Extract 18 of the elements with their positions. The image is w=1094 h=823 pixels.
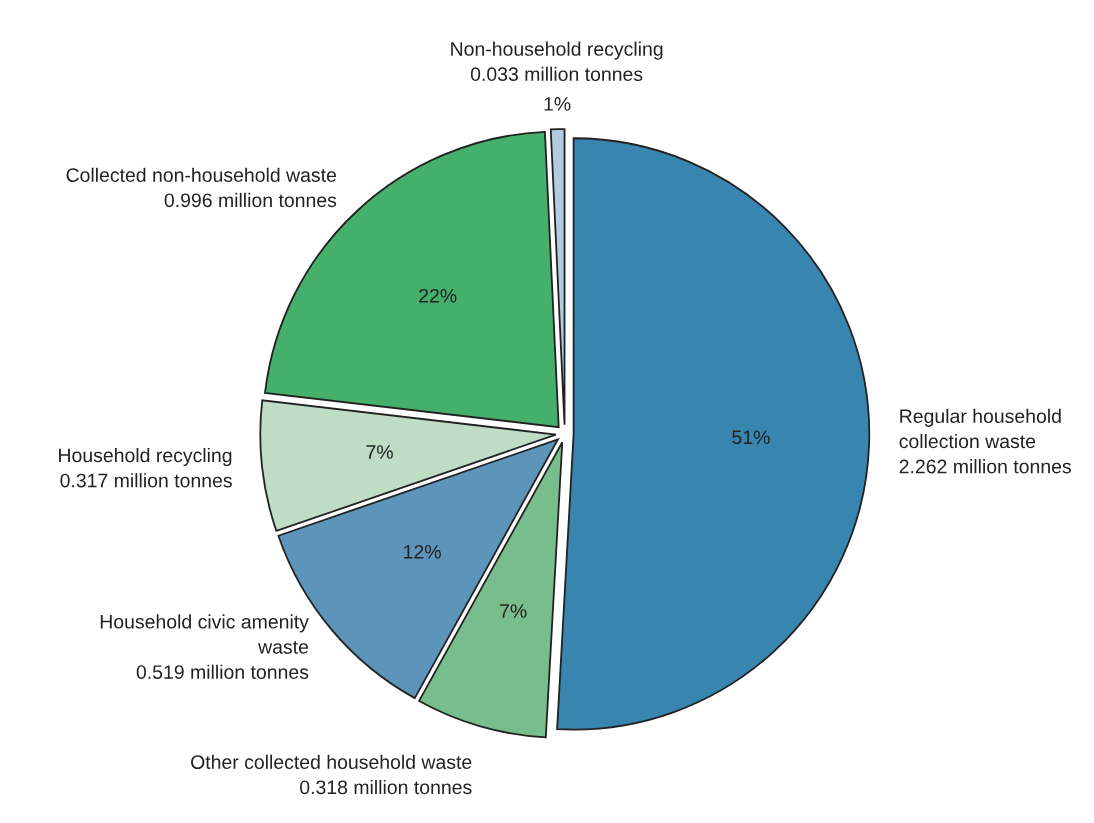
slice-label: Non-household recycling [451, 41, 663, 60]
text: 7% [366, 445, 393, 459]
text: 1% [544, 97, 571, 111]
data-label: 0.317 million tonnes [60, 473, 232, 488]
data-label: 0.519 million tonnes [136, 664, 309, 679]
text: 51% [732, 430, 770, 445]
slice-label: Regular household collection waste [899, 408, 1061, 449]
data-label: 0.318 million tonnes [300, 779, 472, 795]
slice-label: Household civic amenity waste [100, 614, 309, 654]
data-label: 0.033 million tonnes [470, 66, 643, 82]
text: 12% [404, 544, 441, 559]
text: 7% [500, 604, 527, 618]
slice-label: Household recycling [59, 447, 232, 467]
data-label: 0.996 million tonnes [164, 192, 337, 208]
text: 22% [419, 288, 457, 303]
data-label: 2.262 million tonnes [899, 459, 1071, 474]
slice-label: Collected non-household waste [66, 167, 337, 182]
slice-label: Other collected household waste [191, 754, 472, 770]
